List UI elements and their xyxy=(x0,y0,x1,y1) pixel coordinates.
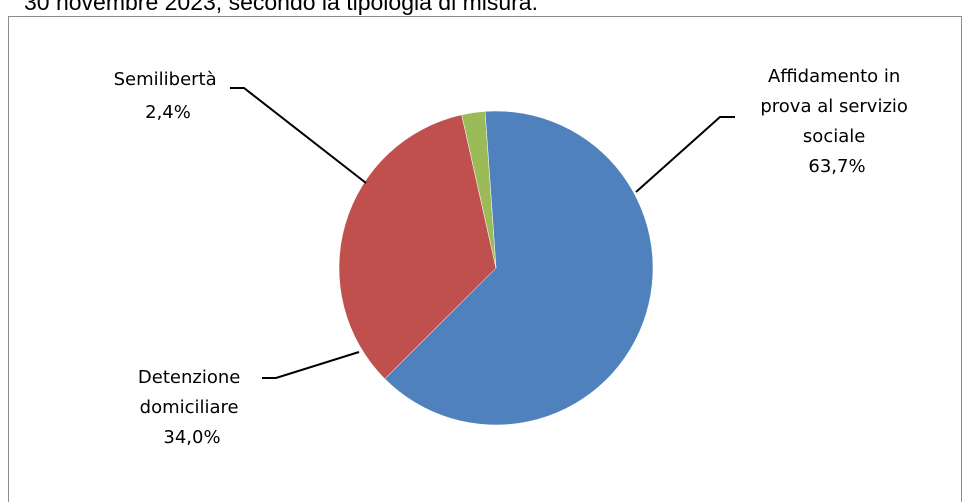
slice-semiliberta xyxy=(461,111,497,269)
chart-caption: 30 novembre 2023, secondo la tipologia d… xyxy=(24,0,538,15)
leader-affidamento xyxy=(635,116,735,193)
slice-affidamento xyxy=(384,110,654,426)
label-affidamento-value: 63,7% xyxy=(808,156,865,177)
label-detenzione: Detenzione domiciliare 34,0% xyxy=(138,367,246,448)
slice-detenzione xyxy=(338,114,497,380)
leader-detenzione xyxy=(262,351,360,379)
label-detenzione-line-1: Detenzione xyxy=(138,367,240,388)
leader-lines xyxy=(230,87,735,379)
pie-slices xyxy=(338,110,654,426)
label-affidamento-line-1: Affidamento in xyxy=(768,66,900,87)
label-affidamento: Affidamento in prova al servizio sociale… xyxy=(760,66,913,177)
label-semiliberta: Semilibertà 2,4% xyxy=(114,69,223,123)
leader-semiliberta xyxy=(230,87,367,184)
label-semiliberta-value: 2,4% xyxy=(145,102,191,123)
label-semiliberta-line-1: Semilibertà xyxy=(114,69,217,90)
label-detenzione-line-2: domiciliare xyxy=(140,397,239,418)
label-affidamento-line-2: prova al servizio xyxy=(760,96,908,117)
label-affidamento-line-3: sociale xyxy=(803,126,865,147)
chart-frame xyxy=(8,16,962,502)
label-detenzione-value: 34,0% xyxy=(163,427,220,448)
